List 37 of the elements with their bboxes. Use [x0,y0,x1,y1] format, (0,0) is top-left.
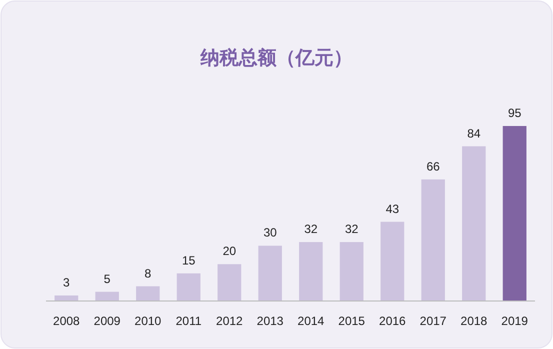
chart-title: 纳税总额（亿元） [200,47,352,69]
data-label: 20 [222,244,236,258]
bar [95,292,119,301]
bar [462,146,486,301]
data-label: 43 [386,202,400,216]
x-tick-label: 2013 [256,314,284,328]
bar [421,179,445,301]
data-label: 8 [144,266,152,280]
bar [54,295,78,301]
x-tick-label: 2008 [53,314,80,328]
x-tick-label: 2014 [298,314,325,328]
x-tick-label: 2012 [216,314,244,328]
bar [218,264,242,301]
data-label: 84 [467,126,481,140]
x-tick-label: 2019 [501,314,528,328]
data-label: 66 [426,159,440,174]
data-label: 32 [304,222,318,236]
bar [258,246,282,301]
x-tick-label: 2018 [460,314,488,328]
x-tick-label: 2011 [176,314,202,328]
x-tick-label: 2016 [379,314,406,328]
data-label: 3 [63,275,70,290]
bar [176,273,200,301]
data-label: 15 [182,253,196,268]
x-tick-label: 2010 [134,314,162,328]
x-tick-label: 2009 [94,314,121,328]
bar [299,242,323,301]
data-label: 5 [104,272,111,286]
data-label: 30 [263,226,278,240]
bar [340,242,364,301]
x-tick-label: 2015 [338,314,366,328]
bar [502,126,526,301]
data-label: 95 [508,106,522,120]
data-label: 32 [344,222,359,236]
bar [380,222,404,301]
bar [136,286,160,301]
x-tick-label: 2017 [420,314,447,328]
